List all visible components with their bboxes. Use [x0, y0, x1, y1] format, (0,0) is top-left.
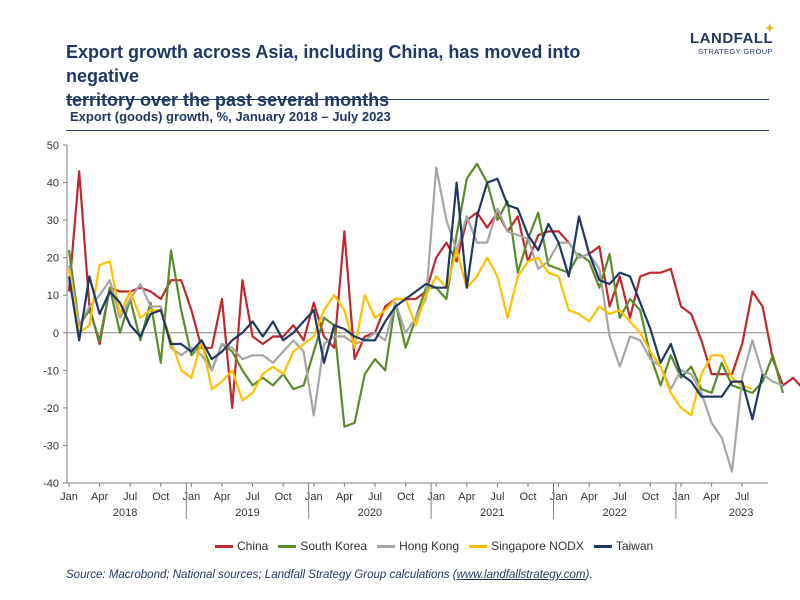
x-tick-label: Jan: [60, 491, 78, 503]
x-tick-label: Apr: [458, 491, 475, 503]
legend-item-singapore-nodx: Singapore NODX: [469, 539, 584, 553]
x-tick-label: Jul: [368, 491, 382, 503]
landfall-logo: LANDFALL STRATEGY GROUP ✦: [676, 20, 776, 70]
x-tick-label: Jul: [490, 491, 504, 503]
x-tick-label: Oct: [642, 491, 659, 503]
legend-item-china: China: [215, 539, 268, 553]
y-tick-label: 30: [47, 215, 59, 227]
subtitle-divider: [66, 130, 769, 131]
chart-subtitle: Export (goods) growth, %, January 2018 –…: [70, 109, 391, 124]
x-tick-label: Apr: [581, 491, 598, 503]
x-tick-label: Jan: [427, 491, 445, 503]
y-tick-label: 40: [47, 178, 59, 190]
logo-wordmark: LANDFALL: [690, 30, 774, 47]
page-headline: Export growth across Asia, including Chi…: [66, 40, 626, 112]
legend-label: Hong Kong: [399, 539, 460, 553]
source-text: Source: Macrobond; National sources; Lan…: [66, 569, 457, 581]
year-label: 2021: [480, 507, 504, 519]
sparkle-icon: ✦: [764, 20, 776, 36]
legend-label: Taiwan: [615, 539, 654, 553]
y-tick-label: -20: [43, 403, 59, 415]
headline-line-1: Export growth across Asia, including Chi…: [66, 42, 581, 86]
x-tick-label: Jan: [183, 491, 201, 503]
x-tick-label: Apr: [703, 491, 720, 503]
series-line-taiwan: [67, 177, 764, 421]
legend-swatch: [377, 544, 396, 548]
y-tick-label: 50: [47, 140, 59, 152]
x-tick-label: Jul: [246, 491, 260, 503]
legend-swatch: [593, 544, 612, 548]
legend-item-taiwan: Taiwan: [593, 539, 654, 553]
legend-swatch: [278, 544, 297, 548]
series-line-singapore-nodx: [67, 249, 753, 417]
y-tick-label: 0: [53, 328, 59, 340]
y-tick-label: -40: [43, 478, 59, 490]
y-tick-label: -30: [43, 440, 59, 452]
headline-line-2: territory over the past several months: [66, 90, 390, 110]
y-tick-label: 10: [47, 290, 59, 302]
legend-label: South Korea: [300, 539, 368, 553]
year-label: 2022: [602, 507, 626, 519]
header-divider: [66, 99, 769, 100]
x-tick-label: Apr: [336, 491, 353, 503]
x-tick-label: Apr: [213, 491, 230, 503]
x-tick-label: Jul: [613, 491, 627, 503]
y-tick-label: -10: [43, 365, 59, 377]
legend-label: China: [237, 539, 269, 553]
legend-label: Singapore NODX: [491, 539, 584, 553]
source-link[interactable]: www.landfallstrategy.com: [456, 569, 586, 581]
series-line-china: [67, 170, 800, 409]
x-tick-label: Oct: [275, 491, 292, 503]
source-note: Source: Macrobond; National sources; Lan…: [66, 569, 593, 581]
year-label: 2018: [113, 507, 137, 519]
source-suffix: ).: [585, 569, 593, 581]
legend-swatch: [215, 544, 233, 548]
chart-legend: China South Korea Hong Kong Singapore NODX T…: [215, 537, 663, 555]
x-tick-label: Jan: [305, 491, 323, 503]
x-tick-label: Apr: [91, 491, 108, 503]
year-label: 2023: [729, 507, 753, 519]
legend-item-hong-kong: Hong Kong: [377, 539, 459, 553]
year-label: 2020: [358, 507, 382, 519]
x-tick-label: Jul: [123, 491, 137, 503]
x-tick-label: Oct: [397, 491, 414, 503]
year-label: 2019: [235, 507, 259, 519]
legend-swatch: [469, 544, 488, 548]
x-tick-label: Oct: [519, 491, 536, 503]
x-tick-label: Jan: [672, 491, 690, 503]
export-growth-line-chart: -40 -30 -20 -10 0 10 20 30 40 50 Jan Apr Jul Oct Jan Ap…: [43, 140, 800, 519]
y-tick-label: 20: [47, 253, 59, 265]
x-tick-label: Oct: [152, 491, 169, 503]
legend-item-south-korea: South Korea: [278, 539, 367, 553]
x-tick-label: Jul: [735, 491, 749, 503]
series-line-hong-kong: [67, 166, 784, 473]
logo-tagline: STRATEGY GROUP: [698, 47, 773, 56]
x-tick-label: Jan: [550, 491, 568, 503]
